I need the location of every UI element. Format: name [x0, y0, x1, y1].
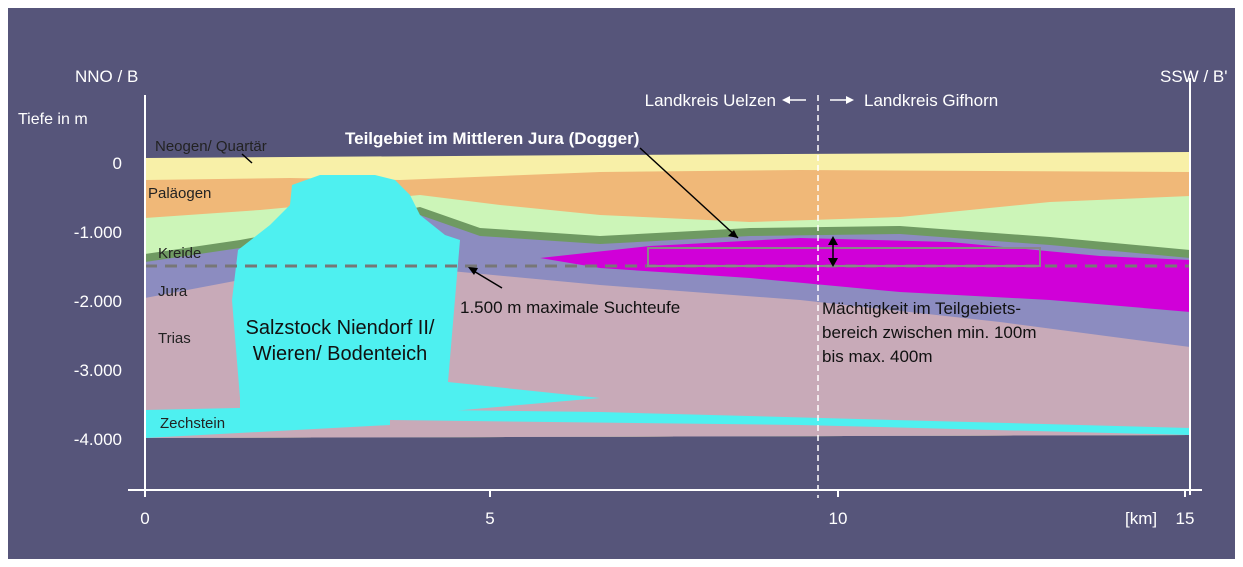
- district-label: Landkreis Gifhorn: [864, 91, 998, 110]
- arrowhead: [828, 236, 838, 245]
- y-tick-label: -1.000: [74, 223, 122, 242]
- thickness-note: bis max. 400m: [822, 347, 933, 366]
- layer-label: Kreide: [158, 245, 201, 262]
- depth-label: Tiefe in m: [18, 111, 88, 128]
- distance-unit: [km]: [1125, 509, 1157, 528]
- arrowhead: [468, 267, 478, 275]
- subarea-title: Teilgebiet im Mittleren Jura (Dogger): [345, 129, 639, 148]
- pointer: [471, 269, 503, 289]
- thickness-note: Mächtigkeit im Teilgebiets-: [822, 299, 1021, 318]
- arrowhead: [846, 96, 854, 104]
- layer-label: Jura: [158, 283, 188, 300]
- y-tick-label: 0: [113, 154, 122, 173]
- subarea-outline: [647, 247, 1041, 267]
- right-end-label: SSW / B': [1160, 67, 1227, 86]
- district-label: Landkreis Uelzen: [645, 91, 776, 110]
- layer-label: Paläogen: [148, 185, 211, 202]
- layer-label: Trias: [158, 330, 191, 347]
- pointer: [241, 153, 253, 164]
- salt-dome-label: Salzstock Niendorf II/: [246, 317, 435, 339]
- y-tick-label: -4.000: [74, 430, 122, 449]
- thickness-note: bereich zwischen min. 100m: [822, 323, 1036, 342]
- layer-label: Neogen/ Quartär: [155, 138, 267, 155]
- x-tick-label: 5: [485, 509, 494, 528]
- arrowhead: [828, 258, 838, 267]
- pointer: [639, 147, 739, 239]
- y-tick-label: -2.000: [74, 292, 122, 311]
- search-depth-label: 1.500 m maximale Suchteufe: [460, 298, 680, 317]
- salt-dome-label: Wieren/ Bodenteich: [253, 343, 428, 365]
- arrowhead: [782, 96, 790, 104]
- x-tick-label: 10: [829, 509, 848, 528]
- x-tick-label: 15: [1176, 509, 1195, 528]
- layer-label: Zechstein: [160, 415, 225, 432]
- x-tick-label: 0: [140, 509, 149, 528]
- salt-dome: [232, 175, 600, 420]
- dogger-subarea: [540, 238, 1190, 312]
- y-tick-label: -3.000: [74, 361, 122, 380]
- left-end-label: NNO / B: [75, 67, 138, 86]
- arrowhead: [728, 230, 738, 238]
